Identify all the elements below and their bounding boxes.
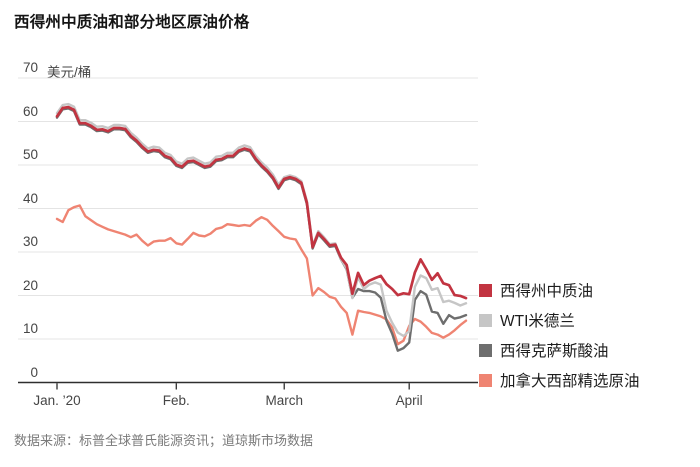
series-line-1 bbox=[55, 102, 468, 338]
legend-swatch bbox=[479, 344, 492, 357]
legend-swatch bbox=[479, 284, 492, 297]
legend-swatch bbox=[479, 374, 492, 387]
series-line-0 bbox=[55, 105, 468, 300]
y-axis-label: 0 bbox=[30, 364, 38, 380]
x-axis-label: March bbox=[265, 393, 303, 408]
y-axis-label: 70 bbox=[22, 60, 38, 75]
legend-item-1: WTI米德兰 bbox=[479, 311, 694, 341]
legend: 西得州中质油 WTI米德兰西得克萨斯酸油加拿大西部精选原油 bbox=[479, 281, 694, 401]
legend-label: 西得克萨斯酸油 bbox=[500, 343, 609, 360]
y-axis-label: 30 bbox=[22, 234, 38, 249]
x-axis-label: Jan. ’20 bbox=[33, 393, 81, 408]
y-axis-unit-label: 美元/桶 bbox=[47, 65, 92, 80]
legend-item-0: 西得州中质油 bbox=[479, 281, 694, 311]
source-note: 数据来源：标普全球普氏能源资讯；道琼斯市场数据 bbox=[14, 433, 314, 448]
legend-item-2: 西得克萨斯酸油 bbox=[479, 341, 694, 371]
legend-swatch bbox=[479, 314, 492, 327]
legend-label: WTI米德兰 bbox=[500, 313, 575, 330]
y-axis-label: 10 bbox=[22, 321, 38, 336]
series-line-3 bbox=[55, 204, 468, 346]
legend-item-3: 加拿大西部精选原油 bbox=[479, 371, 694, 401]
y-axis-label: 60 bbox=[22, 103, 38, 119]
series-line-2 bbox=[55, 107, 468, 352]
chart-title: 西得州中质油和部分地区原油价格 bbox=[14, 14, 250, 31]
y-axis-label: 50 bbox=[22, 147, 38, 162]
legend-label: 西得州中质油 bbox=[500, 283, 594, 300]
y-axis-label: 40 bbox=[22, 190, 38, 206]
legend-label: 加拿大西部精选原油 bbox=[500, 373, 640, 390]
y-axis-label: 20 bbox=[22, 277, 38, 293]
x-axis-label: April bbox=[395, 393, 423, 408]
x-axis-label: Feb. bbox=[162, 393, 190, 408]
